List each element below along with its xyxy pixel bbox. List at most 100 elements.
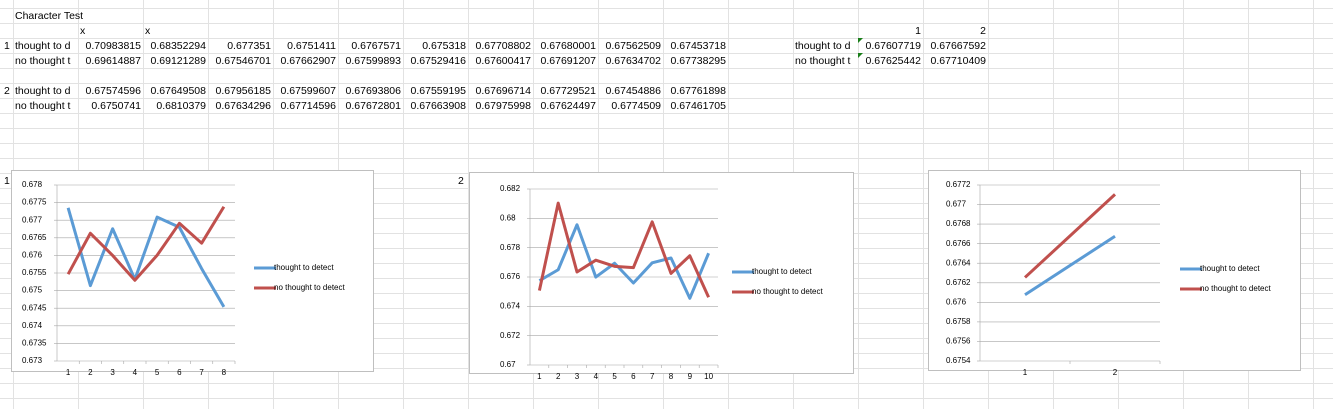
x-tick-label: 3 xyxy=(110,368,115,377)
x-tick-label: 7 xyxy=(199,368,204,377)
cell-value: 0.67956185 xyxy=(216,85,272,97)
chart: 0.673 0.6735 0.674 0.6745 0.675 0.6755 0.676 0.… xyxy=(11,170,374,377)
cell-value: 0.67454886 xyxy=(606,85,662,97)
y-tick-label: 0.672 xyxy=(500,331,521,340)
chart-label: 1 xyxy=(4,175,10,187)
y-tick-label: 0.676 xyxy=(22,251,43,260)
cell-value: 0.677351 xyxy=(227,40,271,52)
series-line xyxy=(1024,234,1116,297)
y-tick-label: 0.676 xyxy=(500,272,521,281)
legend-label: thought to detect xyxy=(1200,264,1260,273)
cell-value: 0.6767571 xyxy=(351,40,401,52)
col-header: x xyxy=(145,25,151,37)
cell-value: 0.6750741 xyxy=(91,100,141,112)
series-line xyxy=(537,201,710,298)
cell-value: 0.67599893 xyxy=(346,55,402,67)
x-tick-label: 1 xyxy=(537,372,542,381)
x-tick-label: 5 xyxy=(612,372,617,381)
block-label: 1 xyxy=(4,40,10,52)
chart: 0.6754 0.6756 0.6758 0.676 0.6762 0.6764 0.676… xyxy=(928,170,1301,377)
charts: 0.6730.67350.6740.67450.6750.67550.6760.… xyxy=(11,170,1301,381)
sheet-title: Character Test xyxy=(15,10,83,22)
cell-value: 0.67662907 xyxy=(281,55,337,67)
cell-value: 0.70983815 xyxy=(86,40,142,52)
y-tick-label: 0.68 xyxy=(500,213,516,222)
row-label: thought to d xyxy=(15,40,71,52)
cell-value: 0.67696714 xyxy=(476,85,532,97)
cell-value: 0.67624497 xyxy=(541,100,597,112)
cell-marker xyxy=(858,53,863,58)
cell-value: 0.67710409 xyxy=(931,55,987,67)
chart-area xyxy=(928,170,1301,371)
cell-value: 0.6774509 xyxy=(611,100,661,112)
cell-value: 0.67546701 xyxy=(216,55,272,67)
cell-value: 0.69121289 xyxy=(151,55,207,67)
x-tick-label: 2 xyxy=(1113,368,1118,377)
cell-value: 0.67691207 xyxy=(541,55,597,67)
y-tick-label: 0.6775 xyxy=(22,198,47,207)
row-label: thought to d xyxy=(795,40,851,52)
y-tick-label: 0.6745 xyxy=(22,303,47,312)
x-tick-label: 6 xyxy=(631,372,636,381)
x-tick-label: 2 xyxy=(556,372,561,381)
y-tick-label: 0.677 xyxy=(22,215,43,224)
cells: Character Test x x 1 thought to d 0.70983815 0… xyxy=(4,10,986,187)
col-header: x xyxy=(80,25,86,37)
cell-value: 0.67667592 xyxy=(931,40,987,52)
cell-value: 0.6810379 xyxy=(156,100,206,112)
x-tick-label: 10 xyxy=(704,372,713,381)
y-tick-label: 0.6754 xyxy=(946,356,971,365)
legend-label: no thought to detect xyxy=(1200,284,1272,293)
y-tick-label: 0.6768 xyxy=(946,219,971,228)
col-header: 1 xyxy=(915,25,921,37)
x-tick-label: 4 xyxy=(594,372,599,381)
x-tick-label: 8 xyxy=(222,368,227,377)
cell-marker xyxy=(858,38,863,43)
row-label: no thought t xyxy=(15,100,71,112)
chart-area xyxy=(469,172,854,374)
cell-value: 0.67559195 xyxy=(411,85,467,97)
block-label: 2 xyxy=(4,85,10,97)
chart-label: 2 xyxy=(458,175,464,187)
cell-value: 0.67461705 xyxy=(671,100,727,112)
cell-value: 0.67625442 xyxy=(866,55,922,67)
series-line xyxy=(66,207,226,308)
cell-value: 0.67453718 xyxy=(671,40,727,52)
y-tick-label: 0.678 xyxy=(500,243,521,252)
y-tick-label: 0.676 xyxy=(946,297,967,306)
chart: 0.67 0.672 0.674 0.676 0.678 0.68 0.682 1 2 3 4 5 6 7… xyxy=(469,172,854,381)
row-label: no thought t xyxy=(795,55,851,67)
x-tick-label: 2 xyxy=(88,368,93,377)
y-tick-label: 0.6764 xyxy=(946,258,971,267)
y-tick-label: 0.67 xyxy=(500,360,516,369)
cell-value: 0.67672801 xyxy=(346,100,402,112)
series-line xyxy=(1023,193,1117,279)
y-tick-label: 0.6766 xyxy=(946,239,971,248)
y-tick-label: 0.6735 xyxy=(22,339,47,348)
cell-value: 0.69614887 xyxy=(86,55,142,67)
chart-area xyxy=(11,170,374,372)
cell-value: 0.6751411 xyxy=(287,40,336,52)
cell-value: 0.67529416 xyxy=(411,55,467,67)
y-tick-label: 0.6762 xyxy=(946,278,971,287)
cell-value: 0.67708802 xyxy=(476,40,532,52)
series-line xyxy=(66,205,226,282)
y-tick-label: 0.674 xyxy=(500,301,521,310)
cell-value: 0.67714596 xyxy=(281,100,337,112)
x-tick-label: 1 xyxy=(66,368,71,377)
y-tick-label: 0.6756 xyxy=(946,337,971,346)
cell-value: 0.67680001 xyxy=(541,40,597,52)
cell-value: 0.67729521 xyxy=(541,85,597,97)
cell-value: 0.67975998 xyxy=(476,100,532,112)
y-tick-label: 0.675 xyxy=(22,286,43,295)
y-tick-label: 0.6758 xyxy=(946,317,971,326)
y-tick-label: 0.6772 xyxy=(946,180,971,189)
x-tick-label: 1 xyxy=(1023,368,1028,377)
cell-value: 0.67761898 xyxy=(671,85,727,97)
cell-value: 0.67663908 xyxy=(411,100,467,112)
cell-value: 0.67649508 xyxy=(151,85,207,97)
y-tick-label: 0.673 xyxy=(22,356,43,365)
series-line xyxy=(538,223,710,300)
